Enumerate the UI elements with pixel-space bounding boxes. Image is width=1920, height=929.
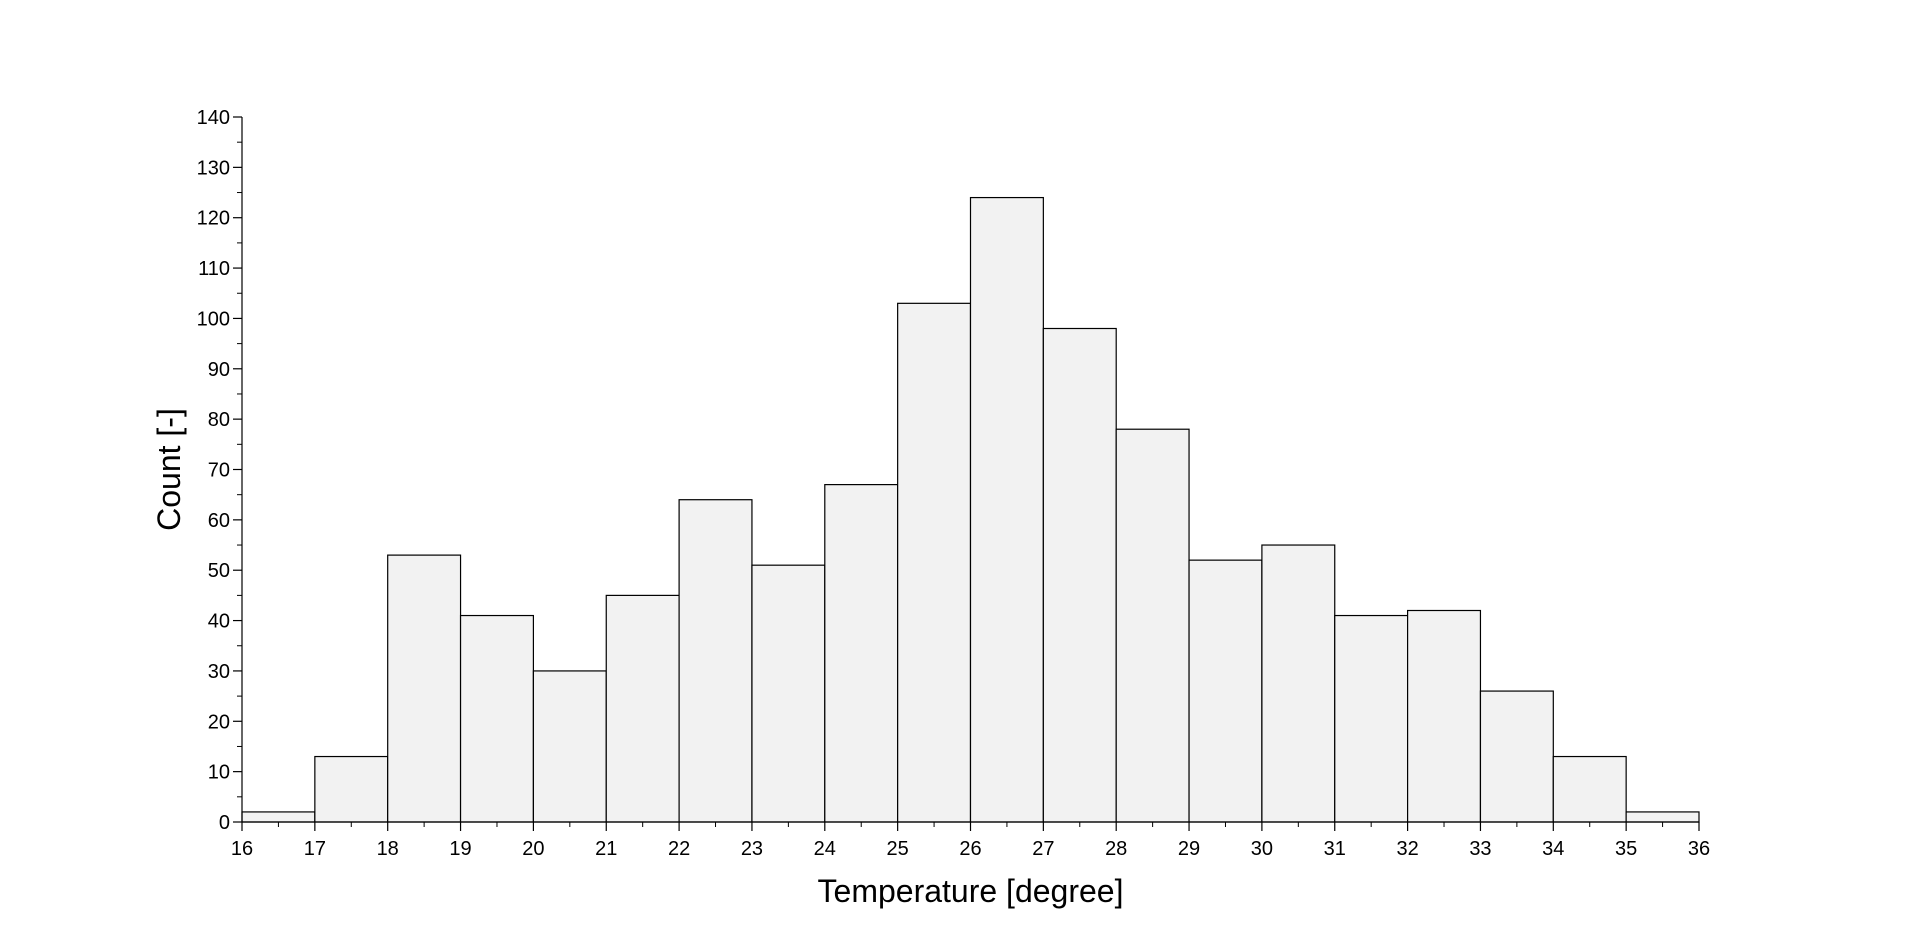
x-axis-title: Temperature [degree] xyxy=(818,873,1124,909)
histogram-bar xyxy=(1625,811,1700,823)
histogram-bar xyxy=(969,196,1044,823)
histogram-bar xyxy=(751,564,826,823)
histogram-bar xyxy=(1334,614,1409,823)
x-tick-label: 24 xyxy=(814,838,836,860)
x-tick-label: 30 xyxy=(1251,838,1273,860)
y-tick-label: 60 xyxy=(208,510,230,532)
x-tick-label: 34 xyxy=(1542,838,1564,860)
x-tick-label: 22 xyxy=(668,838,690,860)
x-tick-label: 18 xyxy=(377,838,399,860)
x-tick-label: 17 xyxy=(304,838,326,860)
y-tick-label: 40 xyxy=(208,611,230,633)
histogram-bar xyxy=(605,594,680,823)
ticks-group: 16 17 18 19 20 21 22 23 24 25 26 27 28 29 30 31 32 33 34 35… xyxy=(197,107,1711,860)
y-tick-label: 130 xyxy=(197,157,230,179)
x-tick-label: 28 xyxy=(1105,838,1127,860)
y-tick-label: 120 xyxy=(197,208,230,230)
x-tick-label: 31 xyxy=(1324,838,1346,860)
y-tick-label: 100 xyxy=(197,308,230,330)
x-tick-label: 29 xyxy=(1178,838,1200,860)
x-tick-label: 21 xyxy=(595,838,617,860)
bars-group xyxy=(241,196,1700,823)
y-tick-label: 70 xyxy=(208,460,230,482)
y-tick-label: 0 xyxy=(219,812,230,834)
histogram-bar xyxy=(387,554,462,823)
y-tick-label: 50 xyxy=(208,560,230,582)
histogram-bar xyxy=(1406,609,1482,823)
y-tick-label: 110 xyxy=(198,258,230,280)
histogram-bar xyxy=(1552,755,1627,823)
y-tick-label: 30 xyxy=(208,661,230,683)
x-tick-label: 25 xyxy=(887,838,909,860)
x-tick-label: 32 xyxy=(1396,838,1418,860)
histogram-bar xyxy=(1188,559,1263,823)
x-tick-label: 27 xyxy=(1032,838,1054,860)
x-tick-label: 35 xyxy=(1615,838,1637,860)
x-tick-label: 16 xyxy=(231,838,253,860)
x-tick-label: 20 xyxy=(522,838,544,860)
histogram-bar xyxy=(532,670,607,823)
histogram-bar xyxy=(1479,690,1554,823)
histogram-bar xyxy=(241,811,316,823)
histogram-bar xyxy=(1115,428,1190,823)
histogram-bar xyxy=(678,499,753,823)
y-axis-title: Count [-] xyxy=(151,408,187,531)
x-tick-label: 19 xyxy=(449,838,471,860)
histogram-bar xyxy=(1042,327,1117,823)
x-tick-label: 36 xyxy=(1688,838,1710,860)
x-tick-label: 26 xyxy=(959,838,981,860)
histogram-bar xyxy=(897,302,972,823)
histogram-bar xyxy=(459,614,534,823)
histogram-bar xyxy=(1261,544,1336,823)
y-tick-label: 80 xyxy=(208,409,230,431)
y-tick-label: 140 xyxy=(197,107,230,129)
histogram-bar xyxy=(824,484,899,823)
x-tick-label: 33 xyxy=(1469,838,1491,860)
histogram-bar xyxy=(314,755,389,823)
y-tick-label: 90 xyxy=(208,359,230,381)
x-tick-label: 23 xyxy=(741,838,763,860)
y-tick-label: 10 xyxy=(208,762,230,784)
y-tick-label: 20 xyxy=(208,711,230,733)
